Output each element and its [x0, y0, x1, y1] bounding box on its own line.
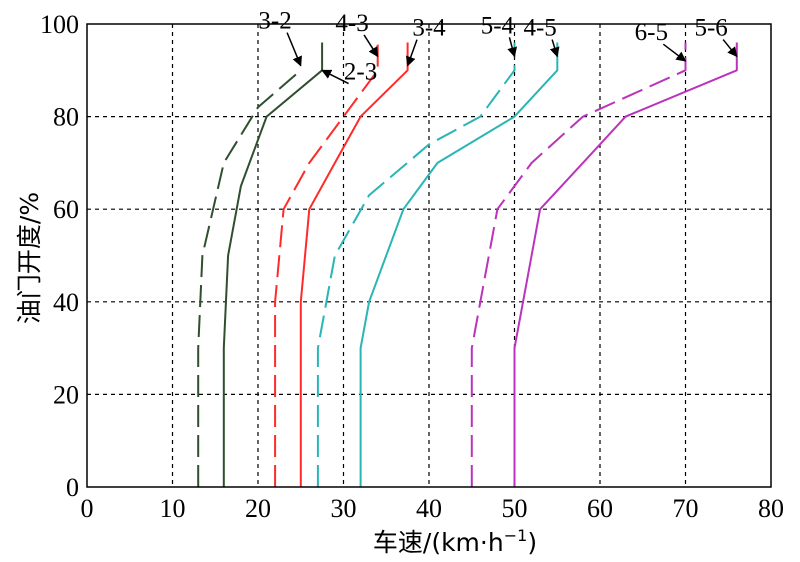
annotation-arrow	[321, 69, 349, 85]
annotation-label: 2-3	[344, 59, 377, 86]
annotation-arrow	[549, 39, 560, 58]
series-5-4-line	[316, 42, 516, 487]
series-3-4-line	[299, 42, 409, 487]
x-tick-label: 30	[331, 494, 357, 523]
y-tick-label: 40	[53, 288, 79, 317]
x-tick-label: 20	[245, 494, 271, 523]
y-tick-label: 0	[66, 473, 79, 502]
x-tick-label: 70	[673, 494, 699, 523]
x-tick-label: 50	[502, 494, 528, 523]
y-tick-label: 100	[40, 10, 79, 39]
annotation-arrow	[722, 39, 738, 58]
annotation-arrow	[286, 32, 302, 67]
x-tick-label: 10	[160, 494, 186, 523]
series-2-3-line	[222, 42, 324, 487]
x-tick-label: 0	[81, 494, 94, 523]
series-group	[197, 42, 738, 487]
y-tick-label: 80	[53, 103, 79, 132]
plot-frame	[86, 23, 772, 488]
annotation-label: 4-5	[523, 15, 556, 42]
annotation-arrow	[507, 37, 518, 58]
annotation-arrow	[363, 34, 379, 58]
annotation-arrow	[405, 39, 418, 67]
grid	[87, 24, 771, 487]
annotation-label: 5-4	[481, 12, 515, 39]
y-tick-label: 20	[53, 380, 79, 409]
x-axis-label-main: 车速/(km·h	[373, 528, 504, 557]
x-tick-label: 60	[587, 494, 613, 523]
annotation-label: 6-5	[635, 19, 668, 46]
annotation-arrow	[662, 43, 687, 62]
x-tick-label: 80	[758, 494, 784, 523]
annotation-label: 3-4	[412, 15, 446, 42]
annotations: 3-2 2-3 4-3 3-4 5-4 4-5 6-5 5-6	[258, 8, 738, 86]
series-5-6-line	[513, 42, 738, 487]
annotation-label: 4-3	[335, 10, 368, 37]
series-4-3-line	[274, 42, 379, 487]
annotation-label: 5-6	[694, 15, 727, 42]
tick-labels: 0 10 20 30 40 50 60 70 80 0 20 40 60 80 100	[40, 10, 784, 523]
y-axis-label: 油门开度/%	[15, 192, 44, 324]
x-axis-label: 车速/(km·h−1)	[373, 526, 537, 557]
y-tick-label: 60	[53, 195, 79, 224]
annotation-label: 3-2	[258, 8, 291, 35]
series-3-2-line	[197, 69, 302, 487]
series-6-5-line	[470, 42, 687, 487]
x-tick-label: 40	[416, 494, 442, 523]
x-axis-label-close: )	[527, 528, 537, 557]
series-4-5-line	[359, 42, 559, 487]
x-axis-label-sup: −1	[504, 526, 528, 545]
